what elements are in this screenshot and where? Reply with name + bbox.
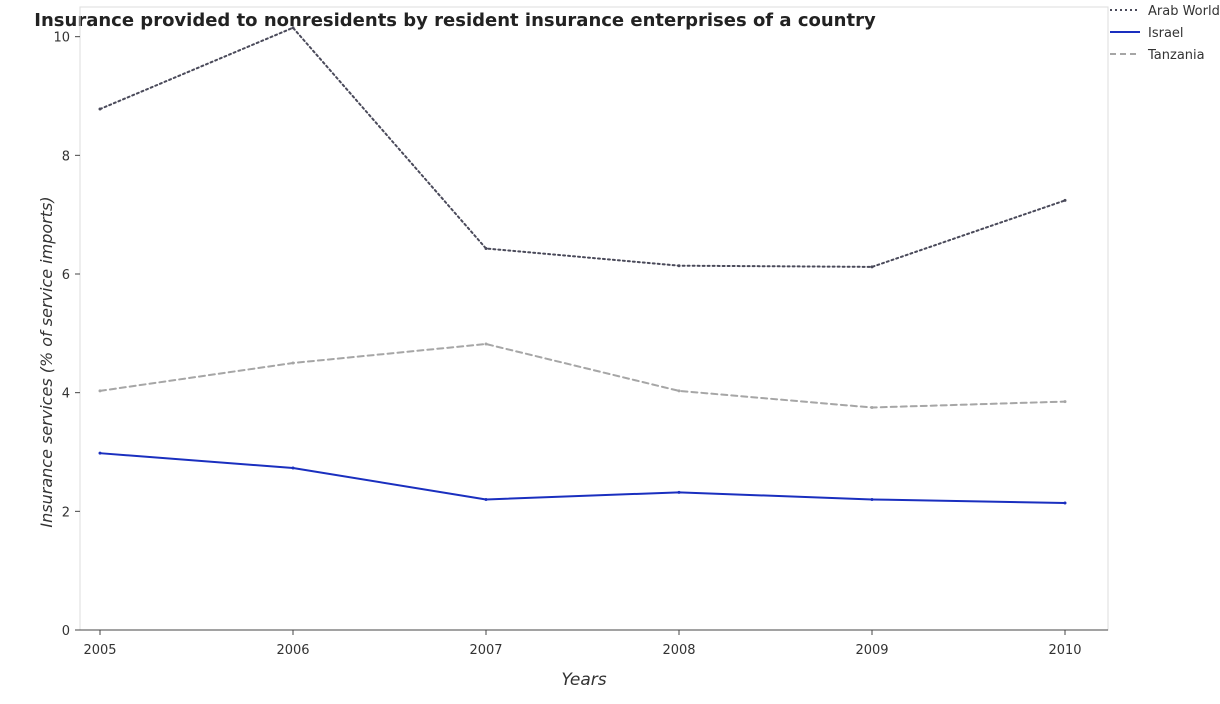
x-tick-label: 2005 xyxy=(83,643,116,658)
legend-label-israel: Israel xyxy=(1148,26,1184,41)
legend: Arab World Israel Tanzania xyxy=(1110,0,1220,66)
chart-title: Insurance provided to nonresidents by re… xyxy=(34,10,876,31)
legend-label-arab-world: Arab World xyxy=(1148,4,1220,19)
x-axis: 2005 2006 2007 2008 2009 2010 xyxy=(80,629,1108,658)
y-tick-label: 6 xyxy=(62,268,70,283)
series-line-tanzania xyxy=(99,343,1066,409)
legend-background xyxy=(1148,0,1220,66)
y-axis-label: Insurance services (% of service imports… xyxy=(37,196,56,527)
data-point-tanzania xyxy=(677,389,681,393)
data-point-arab-world xyxy=(291,26,295,30)
y-tick-label: 0 xyxy=(62,624,70,639)
data-point-arab-world xyxy=(98,107,102,111)
x-tick-label: 2008 xyxy=(662,643,695,658)
y-axis: 0 2 4 6 8 10 xyxy=(53,31,80,639)
data-point-israel xyxy=(1063,501,1067,505)
data-point-arab-world xyxy=(484,246,488,250)
data-point-tanzania xyxy=(484,342,488,346)
data-point-tanzania xyxy=(870,406,874,409)
data-point-israel xyxy=(677,490,681,494)
x-tick-label: 2007 xyxy=(469,643,502,658)
y-tick-label: 8 xyxy=(62,149,70,164)
data-point-israel xyxy=(291,466,295,470)
data-point-tanzania xyxy=(291,361,295,365)
data-point-tanzania xyxy=(1063,400,1067,404)
legend-label-tanzania: Tanzania xyxy=(1147,48,1205,63)
data-point-arab-world xyxy=(870,265,874,269)
data-point-arab-world xyxy=(677,264,681,268)
y-tick-label: 10 xyxy=(53,31,70,46)
x-axis-label: Years xyxy=(561,670,606,690)
data-point-israel xyxy=(484,497,488,501)
data-point-israel xyxy=(870,497,874,501)
series-line-arab-world xyxy=(99,26,1066,268)
x-tick-label: 2010 xyxy=(1048,643,1081,658)
series-line-israel xyxy=(99,452,1066,505)
y-tick-label: 2 xyxy=(62,505,70,520)
data-point-tanzania xyxy=(98,389,102,393)
y-tick-label: 4 xyxy=(62,387,70,402)
data-point-israel xyxy=(98,451,102,455)
series-layer xyxy=(98,26,1067,505)
x-tick-label: 2009 xyxy=(855,643,888,658)
x-tick-label: 2006 xyxy=(276,643,309,658)
data-point-arab-world xyxy=(1063,198,1067,202)
